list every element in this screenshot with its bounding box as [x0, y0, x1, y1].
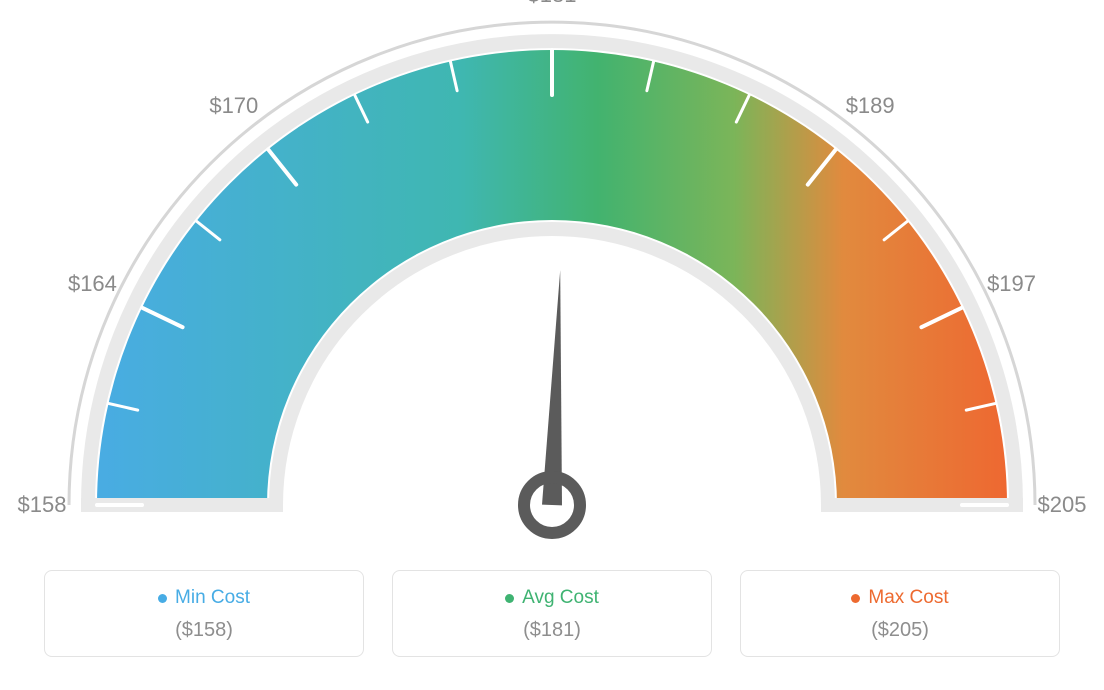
- legend-card-min: Min Cost ($158): [44, 570, 364, 657]
- legend-value: ($205): [751, 619, 1049, 642]
- legend-card-avg: Avg Cost ($181): [392, 570, 712, 657]
- legend-title: Max Cost: [851, 587, 948, 609]
- legend-card-max: Max Cost ($205): [740, 570, 1060, 657]
- gauge-tick-label: $189: [846, 93, 895, 119]
- gauge-tick-label: $197: [987, 271, 1036, 297]
- gauge-svg: [0, 0, 1104, 560]
- legend-title-text: Max Cost: [868, 587, 948, 609]
- gauge-tick-label: $170: [209, 93, 258, 119]
- legend-value: ($181): [403, 619, 701, 642]
- legend-value: ($158): [55, 619, 353, 642]
- legend-dot-icon: [505, 594, 514, 603]
- gauge-tick-label: $205: [1038, 492, 1087, 518]
- gauge-tick-label: $181: [528, 0, 577, 8]
- legend-row: Min Cost ($158) Avg Cost ($181) Max Cost ($20…: [0, 570, 1104, 657]
- gauge-chart: $158 $164 $170 $181 $189 $197 $205: [0, 0, 1104, 560]
- legend-dot-icon: [851, 594, 860, 603]
- gauge-tick-label: $164: [68, 271, 117, 297]
- legend-dot-icon: [158, 594, 167, 603]
- legend-title-text: Min Cost: [175, 587, 250, 609]
- gauge-tick-label: $158: [18, 492, 67, 518]
- legend-title: Avg Cost: [505, 587, 599, 609]
- legend-title-text: Avg Cost: [522, 587, 599, 609]
- legend-title: Min Cost: [158, 587, 250, 609]
